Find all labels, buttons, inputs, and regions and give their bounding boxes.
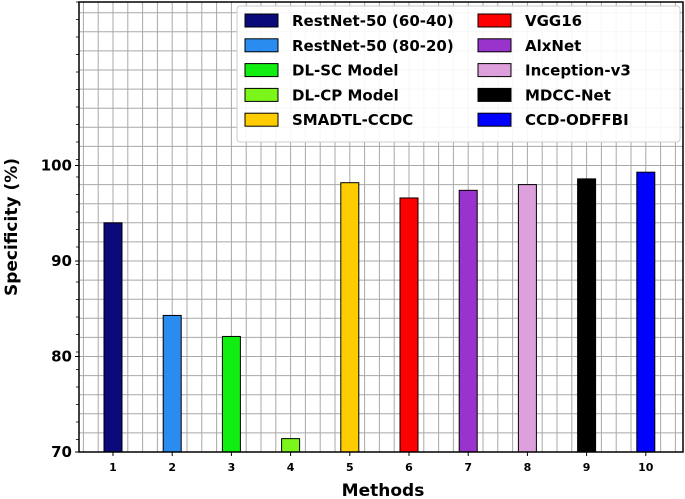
bar-2 bbox=[162, 314, 182, 453]
legend-swatch bbox=[244, 112, 279, 127]
bar-5 bbox=[340, 182, 360, 453]
legend-swatch bbox=[244, 63, 279, 78]
legend-label: RestNet-50 (60-40) bbox=[292, 12, 454, 30]
x-tick-label: 3 bbox=[228, 461, 236, 474]
legend-label: Inception-v3 bbox=[525, 62, 631, 80]
x-tick-label: 2 bbox=[168, 461, 176, 474]
legend-swatch bbox=[477, 112, 512, 127]
legend-label: CCD-ODFFBI bbox=[525, 111, 629, 129]
legend-label: RestNet-50 (80-20) bbox=[292, 37, 454, 55]
legend-label: MDCC-Net bbox=[525, 86, 611, 104]
plot-frame bbox=[78, 1, 684, 453]
x-tick-label: 8 bbox=[524, 461, 532, 474]
legend-swatch bbox=[244, 13, 279, 28]
bars-group bbox=[103, 171, 656, 453]
axis-ticks bbox=[75, 1, 647, 456]
legend-swatch bbox=[244, 87, 279, 102]
x-tick-label: 4 bbox=[287, 461, 295, 474]
y-tick-label: 80 bbox=[51, 348, 72, 366]
x-axis-label: Methods bbox=[342, 481, 425, 499]
bar-10 bbox=[636, 171, 656, 453]
y-axis-label: Specificity (%) bbox=[2, 158, 22, 296]
bar-4 bbox=[281, 438, 301, 453]
y-tick-label: 70 bbox=[51, 443, 72, 461]
legend-swatch bbox=[244, 38, 279, 53]
x-tick-label: 5 bbox=[346, 461, 354, 474]
x-tick-label: 1 bbox=[109, 461, 117, 474]
x-tick-label: 9 bbox=[583, 461, 591, 474]
legend-label: AlxNet bbox=[525, 37, 581, 55]
legend-label: SMADTL-CCDC bbox=[292, 111, 413, 129]
bar-3 bbox=[221, 335, 241, 453]
bar-8 bbox=[517, 184, 537, 453]
legend: RestNet-50 (60-40) RestNet-50 (80-20) DL-S… bbox=[236, 5, 681, 143]
legend-label: VGG16 bbox=[525, 12, 582, 30]
bar-6 bbox=[399, 197, 419, 453]
bar-9 bbox=[577, 178, 597, 453]
x-tick-label: 10 bbox=[638, 461, 654, 474]
bar-7 bbox=[458, 189, 478, 453]
x-tick-labels: 1 2 3 4 5 6 7 8 9 10 bbox=[109, 461, 654, 474]
legend-swatch bbox=[477, 63, 512, 78]
legend-swatch bbox=[477, 13, 512, 28]
y-tick-labels: 70 80 90 100 bbox=[41, 157, 72, 462]
legend-swatch bbox=[477, 87, 512, 102]
x-tick-label: 6 bbox=[405, 461, 413, 474]
y-tick-label: 100 bbox=[41, 157, 72, 175]
y-tick-label: 90 bbox=[51, 252, 72, 270]
legend-swatch bbox=[477, 38, 512, 53]
legend-box bbox=[236, 5, 681, 143]
legend-label: DL-CP Model bbox=[292, 86, 399, 104]
bar-1 bbox=[103, 222, 123, 453]
x-tick-label: 7 bbox=[464, 461, 472, 474]
legend-label: DL-SC Model bbox=[292, 62, 399, 80]
